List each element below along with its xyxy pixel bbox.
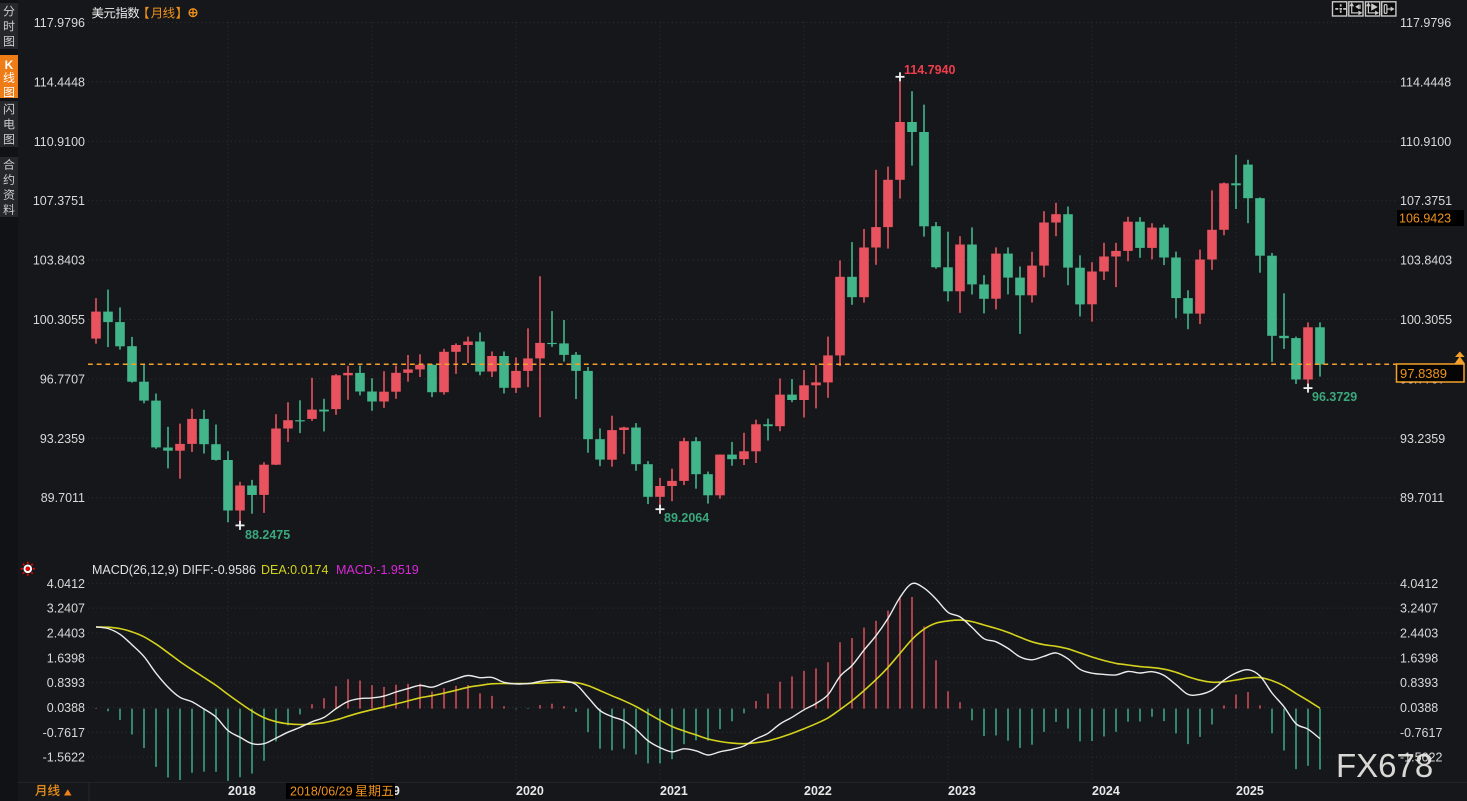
svg-text:107.3751: 107.3751: [33, 194, 85, 208]
svg-text:4.0412: 4.0412: [47, 577, 85, 591]
svg-text:0.0388: 0.0388: [47, 701, 85, 715]
svg-text:-0.7617: -0.7617: [1400, 726, 1442, 740]
svg-text:96.7707: 96.7707: [40, 372, 85, 386]
svg-text:DEA:0.0174: DEA:0.0174: [261, 563, 328, 577]
svg-text:2022: 2022: [804, 784, 832, 798]
svg-text:110.9100: 110.9100: [34, 135, 85, 149]
svg-text:2024: 2024: [1092, 784, 1120, 798]
svg-text:97.8389: 97.8389: [1400, 366, 1447, 381]
svg-text:117.9796: 117.9796: [34, 16, 85, 30]
svg-text:3.2407: 3.2407: [47, 602, 85, 616]
svg-text:3.2407: 3.2407: [1400, 602, 1438, 616]
svg-text:4.0412: 4.0412: [1400, 577, 1438, 591]
svg-text:100.3055: 100.3055: [33, 313, 85, 327]
svg-text:88.2475: 88.2475: [245, 528, 290, 542]
svg-text:0.8393: 0.8393: [47, 676, 85, 690]
svg-text:-1.5622: -1.5622: [43, 751, 85, 765]
svg-text:103.8403: 103.8403: [1400, 254, 1452, 268]
svg-text:89.2064: 89.2064: [664, 511, 709, 525]
svg-text:89.7011: 89.7011: [1400, 491, 1444, 505]
svg-text:2.4403: 2.4403: [47, 627, 85, 641]
svg-text:2023: 2023: [948, 784, 976, 798]
svg-text:89.7011: 89.7011: [41, 491, 85, 505]
svg-text:114.4448: 114.4448: [34, 75, 85, 89]
svg-text:FX678: FX678: [1336, 747, 1433, 784]
svg-text:K: K: [5, 58, 14, 72]
svg-text:2018: 2018: [228, 784, 256, 798]
svg-text:0.0388: 0.0388: [1400, 701, 1438, 715]
svg-text:93.2359: 93.2359: [1400, 432, 1445, 446]
svg-text:2025: 2025: [1236, 784, 1264, 798]
svg-text:1.6398: 1.6398: [47, 651, 85, 665]
svg-text:96.3729: 96.3729: [1312, 390, 1357, 404]
svg-text:0.8393: 0.8393: [1400, 676, 1438, 690]
svg-text:2020: 2020: [516, 784, 544, 798]
svg-text:103.8403: 103.8403: [33, 254, 85, 268]
svg-text:107.3751: 107.3751: [1400, 194, 1452, 208]
svg-text:MACD:-1.9519: MACD:-1.9519: [336, 563, 419, 577]
svg-text:100.3055: 100.3055: [1400, 313, 1452, 327]
svg-text:1.6398: 1.6398: [1400, 651, 1438, 665]
svg-text:93.2359: 93.2359: [40, 432, 85, 446]
svg-text:106.9423: 106.9423: [1399, 212, 1451, 226]
svg-text:-1.5622: -1.5622: [1400, 751, 1442, 765]
svg-text:2.4403: 2.4403: [1400, 627, 1438, 641]
svg-text:117.9796: 117.9796: [1400, 16, 1451, 30]
svg-text:114.4448: 114.4448: [1400, 75, 1451, 89]
svg-text:2021: 2021: [660, 784, 688, 798]
svg-text:MACD(26,12,9) DIFF:-0.9586: MACD(26,12,9) DIFF:-0.9586: [92, 563, 256, 577]
svg-text:2018/06/29: 2018/06/29: [290, 785, 353, 799]
svg-text:-0.7617: -0.7617: [43, 726, 85, 740]
svg-text:114.7940: 114.7940: [904, 63, 955, 77]
svg-text:110.9100: 110.9100: [1400, 135, 1451, 149]
